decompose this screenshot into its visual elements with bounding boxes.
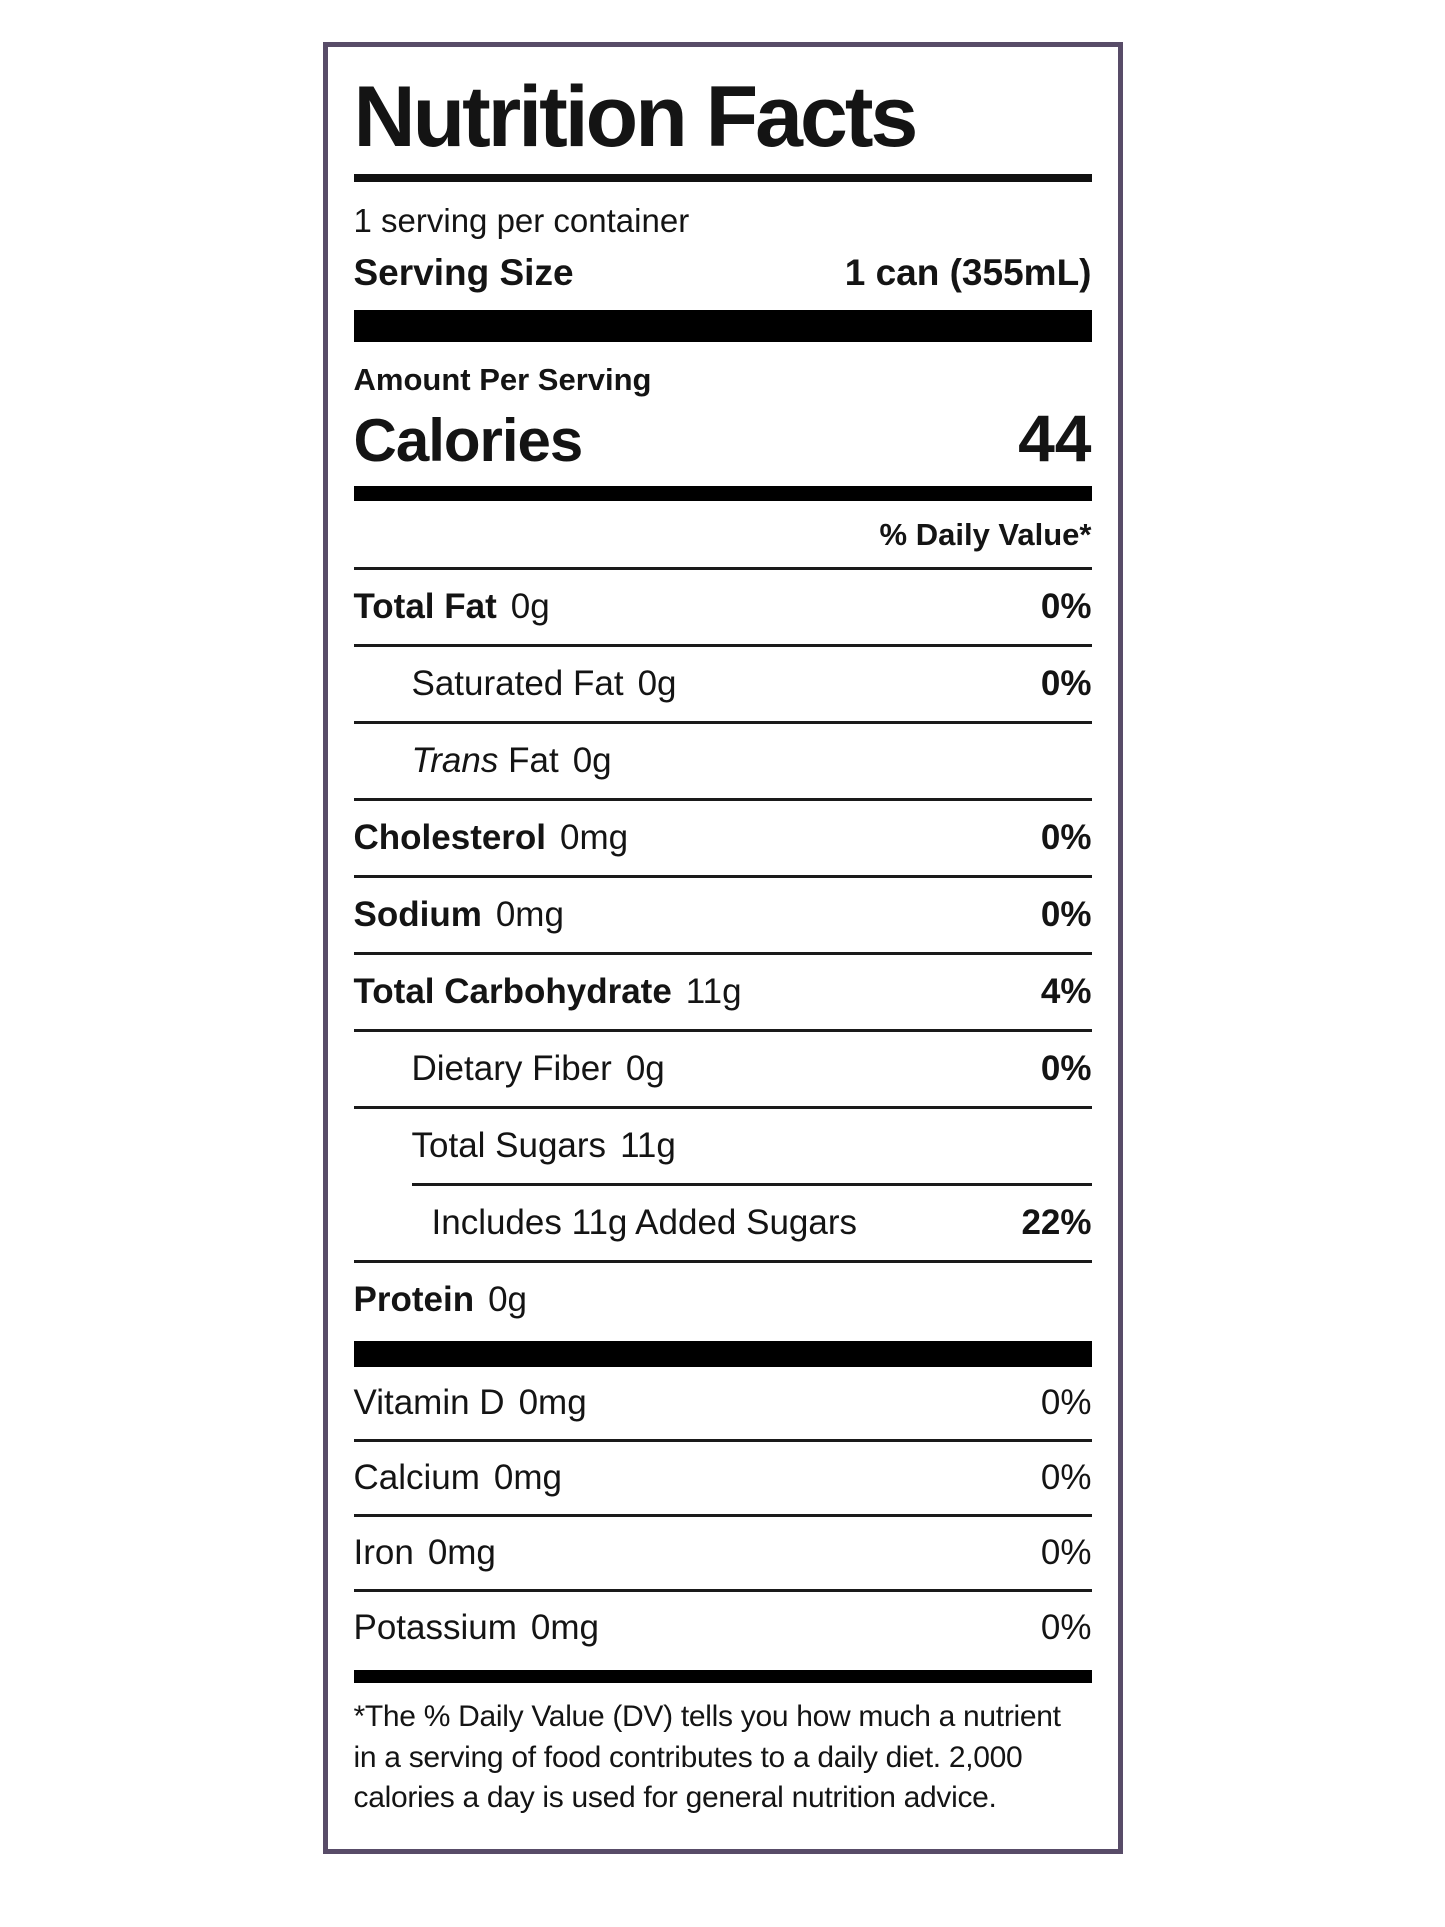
nutrient-name: Vitamin D <box>353 1382 505 1422</box>
nutrient-amount: 0g <box>488 1279 528 1319</box>
calories-row: Calories 44 <box>354 400 1092 476</box>
row-divider <box>353 1105 1092 1109</box>
nutrient-row-dietary-fiber: Dietary Fiber 0g 0% <box>354 1032 1092 1106</box>
nutrient-amount: 0mg <box>493 1457 563 1497</box>
daily-value-footnote: *The % Daily Value (DV) tells you how mu… <box>353 1699 1062 1815</box>
serving-size-value: 1 can (355mL) <box>844 251 1092 293</box>
nutrient-name: Sodium <box>353 894 482 934</box>
nutrient-name: Fat <box>508 740 559 780</box>
row-divider <box>353 1438 1092 1442</box>
nutrient-row-saturated-fat: Saturated Fat 0g 0% <box>354 647 1092 721</box>
nutrient-name: Cholesterol <box>353 817 547 857</box>
micronutrient-row-vitamin-d: Vitamin D 0mg 0% <box>354 1367 1092 1439</box>
nutrient-name-italic: Trans <box>411 740 499 780</box>
nutrient-dv: 4% <box>1040 971 1092 1011</box>
nutrient-amount: 0mg <box>518 1382 587 1422</box>
nutrient-row-sodium: Sodium 0mg 0% <box>354 878 1092 952</box>
row-divider-inset <box>411 1182 1092 1186</box>
nutrient-row-added-sugars: Includes 11g Added Sugars 22% <box>354 1186 1092 1260</box>
nutrient-amount: 11g <box>620 1125 676 1165</box>
calories-label: Calories <box>353 406 584 474</box>
micronutrient-row-calcium: Calcium 0mg 0% <box>354 1442 1092 1514</box>
nutrient-row-total-sugars: Total Sugars 11g <box>354 1109 1092 1183</box>
nutrient-dv: 22% <box>1021 1202 1092 1242</box>
nutrient-name: Calcium <box>353 1457 480 1497</box>
nutrient-name: Iron <box>353 1532 414 1572</box>
nutrient-row-cholesterol: Cholesterol 0mg 0% <box>354 801 1092 875</box>
nutrient-name: Saturated Fat <box>411 663 624 703</box>
row-divider <box>353 720 1092 724</box>
nutrient-name: Total Sugars <box>411 1125 607 1165</box>
thick-divider-footnote <box>353 1669 1092 1683</box>
nutrient-amount: 0mg <box>530 1607 599 1647</box>
nutrient-amount: 11g <box>685 971 742 1011</box>
nutrient-row-total-fat: Total Fat 0g 0% <box>354 570 1092 644</box>
row-divider <box>353 951 1092 955</box>
nutrient-name: Includes 11g Added Sugars <box>431 1202 858 1242</box>
nutrient-name: Protein <box>353 1279 475 1319</box>
row-divider <box>353 643 1092 647</box>
nutrient-amount: 0g <box>637 663 677 703</box>
row-divider <box>353 797 1092 801</box>
nutrient-amount: 0g <box>510 586 550 626</box>
nutrient-dv: 0% <box>1040 1048 1092 1088</box>
thick-divider-protein <box>353 1340 1092 1367</box>
nutrient-dv: 0% <box>1040 1607 1092 1647</box>
nutrition-facts-label: Nutrition Facts 1 serving per container … <box>322 42 1123 1855</box>
nutrient-dv: 0% <box>1040 1532 1092 1572</box>
nutrient-amount: 0g <box>625 1048 665 1088</box>
micronutrient-row-iron: Iron 0mg 0% <box>354 1517 1092 1589</box>
nutrient-dv: 0% <box>1040 663 1092 703</box>
row-divider <box>353 1259 1092 1263</box>
nutrient-dv: 0% <box>1040 1457 1092 1497</box>
nutrient-name: Dietary Fiber <box>411 1048 612 1088</box>
label-title: Nutrition Facts <box>353 69 919 165</box>
servings-per-container: 1 serving per container <box>353 201 690 239</box>
thick-divider-top <box>353 309 1092 342</box>
row-divider <box>353 874 1092 878</box>
nutrient-dv: 0% <box>1040 817 1092 857</box>
nutrient-name: Total Carbohydrate <box>353 971 672 1011</box>
row-divider <box>353 566 1092 570</box>
row-divider <box>353 1513 1092 1517</box>
title-divider <box>353 173 1092 182</box>
nutrient-dv: 0% <box>1040 1382 1092 1422</box>
nutrient-dv: 0% <box>1040 586 1092 626</box>
daily-value-header: % Daily Value* <box>879 516 1092 552</box>
nutrient-row-total-carbohydrate: Total Carbohydrate 11g 4% <box>354 955 1092 1029</box>
nutrient-amount: 0mg <box>427 1532 496 1572</box>
nutrient-amount: 0g <box>572 740 612 780</box>
calories-value: 44 <box>1018 400 1092 475</box>
serving-size-label: Serving Size <box>353 251 574 293</box>
row-divider <box>353 1588 1092 1592</box>
calories-divider <box>353 485 1092 501</box>
nutrient-dv: 0% <box>1040 894 1092 934</box>
nutrient-amount: 0mg <box>495 894 564 934</box>
nutrient-name: Total Fat <box>353 586 497 626</box>
nutrient-amount: 0mg <box>560 817 629 857</box>
serving-size-row: Serving Size 1 can (355mL) <box>354 242 1092 310</box>
nutrient-name: Potassium <box>353 1607 517 1647</box>
micronutrient-row-potassium: Potassium 0mg 0% <box>354 1592 1092 1664</box>
row-divider <box>353 1028 1092 1032</box>
amount-per-serving: Amount Per Serving <box>353 361 652 397</box>
nutrient-row-protein: Protein 0g <box>354 1263 1092 1337</box>
nutrient-row-trans-fat: Trans Fat 0g <box>354 724 1092 798</box>
